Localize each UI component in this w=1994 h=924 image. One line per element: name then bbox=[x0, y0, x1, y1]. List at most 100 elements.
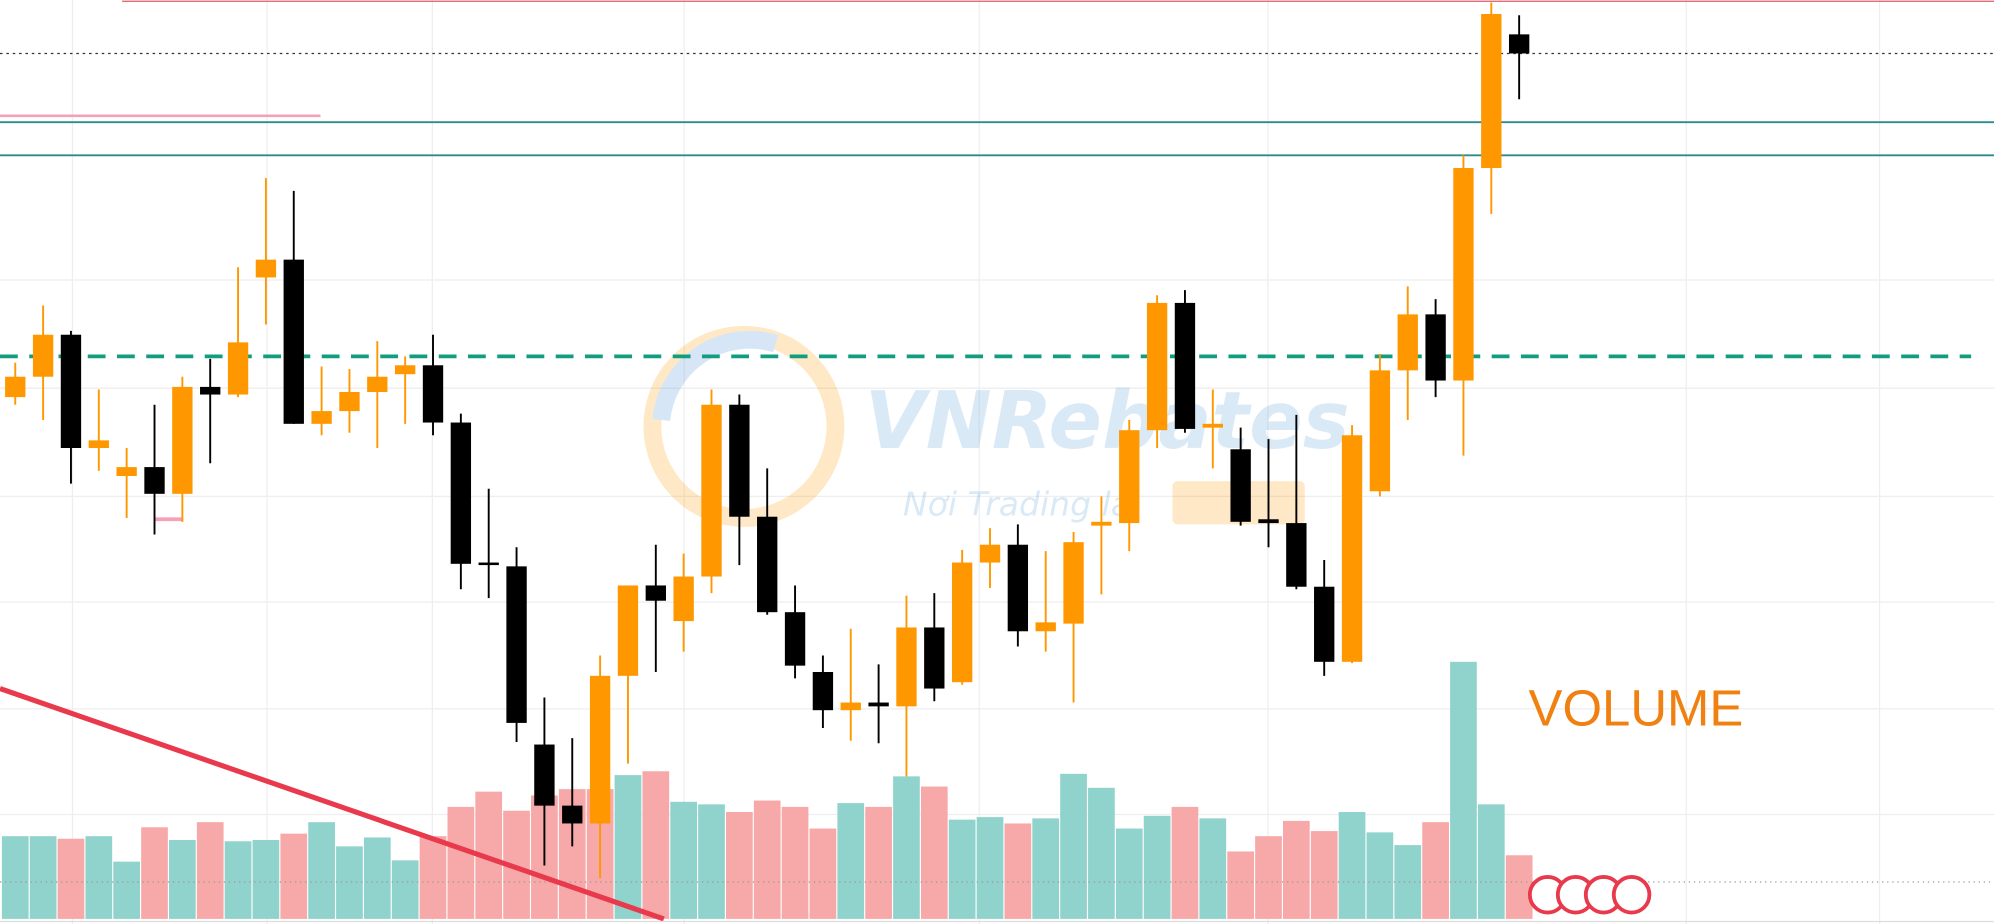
candle-body bbox=[5, 376, 26, 398]
watermark-brand: VNRebates bbox=[865, 375, 1350, 467]
candle-body bbox=[283, 259, 304, 424]
volume-bar bbox=[837, 803, 865, 919]
volume-bar bbox=[1366, 832, 1394, 919]
volume-bar bbox=[1115, 828, 1143, 919]
candle-body bbox=[562, 805, 583, 824]
candle-body bbox=[1369, 370, 1391, 492]
volume-bar bbox=[308, 822, 335, 919]
volume-bar bbox=[920, 786, 948, 919]
volume-bar bbox=[29, 836, 57, 919]
candle-body bbox=[1091, 521, 1112, 526]
volume-bar bbox=[1227, 851, 1255, 919]
volume-bar bbox=[1199, 818, 1227, 919]
volume-bar bbox=[280, 833, 308, 919]
candle-body bbox=[339, 392, 360, 412]
candle-body bbox=[1286, 523, 1307, 587]
candle-body bbox=[1508, 34, 1530, 54]
candle-body bbox=[1453, 168, 1474, 381]
volume-bar bbox=[1171, 806, 1199, 919]
volume-layer bbox=[1, 661, 1533, 919]
candle-body bbox=[394, 365, 416, 375]
candle-body bbox=[422, 365, 444, 423]
volume-bar bbox=[865, 806, 892, 919]
candle-body bbox=[255, 259, 277, 278]
volume-bar bbox=[1283, 820, 1310, 919]
volume-bar bbox=[1422, 822, 1449, 919]
candle-body bbox=[1230, 449, 1251, 522]
candle-body bbox=[1397, 314, 1418, 371]
candle-body bbox=[1063, 542, 1084, 624]
volume-bar bbox=[391, 860, 419, 919]
volume-bar bbox=[141, 827, 168, 919]
volume-bar bbox=[447, 806, 475, 919]
volume-bar bbox=[1505, 855, 1533, 919]
candle-body bbox=[506, 566, 527, 723]
candle-body bbox=[1119, 430, 1140, 524]
volume-bar bbox=[113, 861, 141, 919]
candle-body bbox=[812, 672, 834, 711]
candle-body bbox=[673, 576, 694, 622]
volume-bar bbox=[1032, 818, 1060, 919]
candle-body bbox=[784, 612, 806, 666]
candle-body bbox=[868, 702, 889, 707]
volume-bar bbox=[670, 801, 698, 919]
volume-bar bbox=[1394, 845, 1422, 919]
candle-body bbox=[88, 440, 109, 448]
volume-bar bbox=[419, 836, 447, 919]
volume-bar bbox=[976, 817, 1004, 919]
candle-body bbox=[1481, 14, 1502, 168]
volume-bar bbox=[1143, 815, 1171, 919]
flags bbox=[1527, 875, 1652, 915]
volume-bar bbox=[1338, 812, 1366, 919]
volume-bar bbox=[336, 846, 363, 919]
candle-body bbox=[757, 516, 778, 613]
candle-body bbox=[1314, 586, 1335, 662]
candle-body bbox=[896, 627, 917, 707]
volume-bar bbox=[1450, 661, 1477, 919]
watermark: VNRebates Nơi Trading là bbox=[643, 325, 1350, 527]
candle-body bbox=[1146, 302, 1168, 431]
candle-body bbox=[478, 562, 499, 566]
candle-body bbox=[617, 585, 639, 676]
volume-bar bbox=[781, 806, 809, 919]
candle-body bbox=[729, 404, 750, 517]
volume-bar bbox=[1060, 773, 1087, 919]
volume-bar bbox=[57, 838, 85, 919]
volume-bar bbox=[1, 836, 29, 919]
volume-bar bbox=[1310, 831, 1338, 919]
candle-body bbox=[924, 627, 945, 689]
candle-body bbox=[200, 386, 221, 395]
candle-body bbox=[144, 467, 165, 494]
candle-body bbox=[1425, 314, 1446, 381]
volume-bar bbox=[726, 812, 753, 919]
candle-body bbox=[1202, 423, 1223, 428]
volume-bar bbox=[169, 840, 196, 919]
volume-bar bbox=[224, 841, 252, 919]
volume-bar bbox=[614, 775, 642, 919]
volume-bar bbox=[252, 840, 280, 919]
candle-body bbox=[1258, 519, 1279, 524]
candle-body bbox=[979, 544, 1001, 563]
volume-bar bbox=[363, 837, 391, 919]
candle-body bbox=[534, 744, 555, 806]
volume-bar bbox=[698, 804, 725, 919]
volume-bar bbox=[1255, 836, 1282, 919]
candle-body bbox=[227, 342, 249, 395]
volume-bar bbox=[1004, 823, 1032, 919]
candle-body bbox=[840, 702, 861, 711]
volume-bar bbox=[809, 828, 837, 919]
candle-body bbox=[32, 334, 54, 377]
volume-bar bbox=[642, 771, 670, 919]
candle-body bbox=[1174, 302, 1196, 429]
candle-body bbox=[1341, 435, 1363, 662]
candle-body bbox=[172, 386, 193, 494]
candle-body bbox=[1035, 622, 1056, 632]
candle-body bbox=[951, 562, 973, 683]
volume-bar bbox=[85, 836, 113, 919]
volume-bar bbox=[948, 819, 976, 919]
candle-layer bbox=[5, 2, 1530, 879]
volume-bar bbox=[1088, 787, 1115, 919]
candle-body bbox=[589, 675, 611, 824]
